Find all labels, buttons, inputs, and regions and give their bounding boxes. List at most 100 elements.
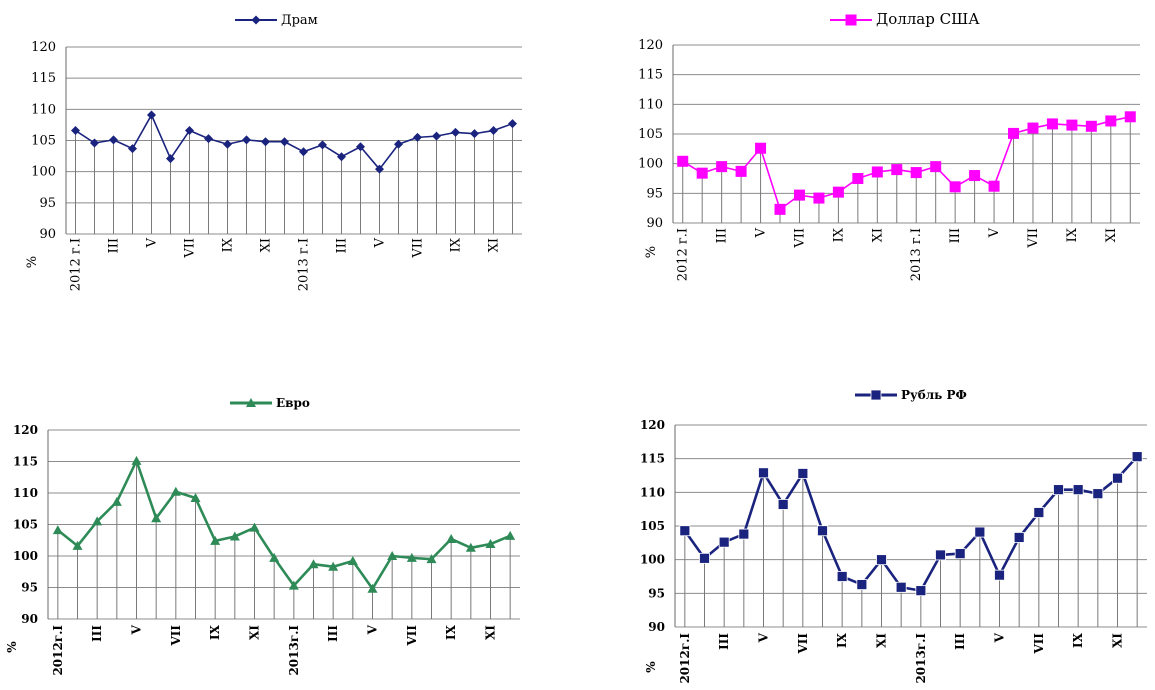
x-tick-label: V xyxy=(373,237,388,248)
data-point xyxy=(1053,484,1064,496)
data-point xyxy=(699,552,710,564)
x-tick-label: VII xyxy=(183,238,198,259)
data-point xyxy=(508,119,517,129)
x-tick-label: V xyxy=(987,227,1002,238)
y-tick-label: 100 xyxy=(640,553,665,567)
x-tick-label: 2013 г.I xyxy=(909,228,924,281)
x-tick-label: IX xyxy=(449,237,464,252)
data-point xyxy=(974,526,986,538)
data-point xyxy=(793,189,805,201)
y-tick-label: 115 xyxy=(640,452,665,466)
y-tick-label: 120 xyxy=(640,418,665,432)
data-point xyxy=(356,142,365,152)
x-tick-label: XI xyxy=(870,228,885,242)
data-point xyxy=(915,585,927,597)
data-point xyxy=(210,535,221,545)
y-unit-label: % xyxy=(25,256,40,268)
data-point xyxy=(832,186,844,198)
y-unit-label: % xyxy=(5,641,19,653)
y-tick-label: 105 xyxy=(640,519,665,533)
x-tick-label: XI xyxy=(259,238,274,252)
data-point xyxy=(432,131,441,141)
data-point xyxy=(813,192,825,204)
x-tick-label: 2012 г.I xyxy=(69,238,84,291)
x-tick-label: VII xyxy=(169,625,183,647)
data-point xyxy=(151,513,162,523)
data-point xyxy=(147,110,156,120)
data-point xyxy=(871,166,883,178)
y-tick-label: 90 xyxy=(648,620,665,634)
x-tick-label: VII xyxy=(411,238,426,259)
x-tick-label: V xyxy=(130,624,144,635)
data-point xyxy=(280,137,289,147)
data-point xyxy=(190,493,201,503)
data-point xyxy=(446,533,457,543)
data-point xyxy=(413,132,422,142)
x-tick-label: XI xyxy=(487,238,502,252)
y-tick-label: 105 xyxy=(13,518,38,532)
x-tick-label: III xyxy=(90,625,104,642)
x-tick-label: IX xyxy=(831,227,846,242)
data-point xyxy=(72,540,83,550)
chart-svg: 120 115 110 105 100 95 90 2012г.I III V VII IX XI 201… xyxy=(5,396,520,676)
chart-rub: 120 115 110 105 100 95 90 2012г.I III V VII IX XI 201… xyxy=(585,385,1155,690)
x-tick-label: XI xyxy=(1111,633,1125,648)
legend-label: Доллар США xyxy=(876,10,980,28)
x-tick-label: VII xyxy=(1032,633,1046,655)
data-point xyxy=(755,142,767,154)
data-point xyxy=(1013,532,1025,543)
legend-marker xyxy=(246,398,256,407)
x-tick-label: IX xyxy=(221,237,236,252)
x-tick-label: IX xyxy=(835,632,849,648)
y-tick-label: 100 xyxy=(638,157,663,172)
x-tick-label: IX xyxy=(1071,632,1085,648)
data-point xyxy=(71,126,80,136)
data-point xyxy=(505,530,516,540)
data-point xyxy=(170,486,181,496)
y-tick-label: 100 xyxy=(13,549,38,563)
data-point xyxy=(204,134,213,144)
data-point xyxy=(988,180,1000,192)
x-tick-label: 2013 г.I xyxy=(297,238,312,291)
data-point xyxy=(394,139,403,149)
x-tick-label: 2012г.I xyxy=(678,633,692,684)
x-tick-label: 2012г.I xyxy=(51,625,65,676)
y-tick-label: 120 xyxy=(13,423,38,437)
data-point xyxy=(166,154,175,164)
y-tick-label: 110 xyxy=(31,102,56,117)
data-point xyxy=(930,161,942,173)
data-point xyxy=(1112,472,1123,484)
x-tick-label: XI xyxy=(1104,228,1119,242)
data-point xyxy=(954,548,966,560)
data-point xyxy=(451,127,460,137)
y-tick-label: 120 xyxy=(638,38,663,53)
legend-marker xyxy=(251,15,261,25)
legend-label: Евро xyxy=(276,396,310,410)
data-point xyxy=(347,556,358,566)
y-tick-label: 115 xyxy=(13,455,38,469)
data-point xyxy=(891,164,903,176)
y-tick-label: 110 xyxy=(640,485,665,499)
y-tick-label: 95 xyxy=(646,186,663,201)
data-point xyxy=(229,531,240,541)
data-point xyxy=(1072,484,1084,496)
data-point xyxy=(375,164,384,174)
data-point xyxy=(1124,111,1136,123)
data-point xyxy=(90,138,99,148)
x-tick-label: III xyxy=(326,625,340,642)
y-unit-label: % xyxy=(644,246,659,258)
data-point xyxy=(1027,122,1039,134)
data-point xyxy=(470,129,479,139)
data-point xyxy=(318,140,327,150)
x-tick-label: III xyxy=(717,633,731,650)
data-point xyxy=(131,455,142,465)
legend-label: Рубль РФ xyxy=(901,388,967,402)
data-point xyxy=(716,161,728,173)
data-point xyxy=(1008,127,1020,139)
data-point xyxy=(696,167,708,179)
data-point xyxy=(856,579,868,590)
data-point xyxy=(876,554,887,566)
data-point xyxy=(1131,451,1143,463)
y-tick-label: 105 xyxy=(638,127,663,142)
y-tick-label: 105 xyxy=(31,134,56,149)
